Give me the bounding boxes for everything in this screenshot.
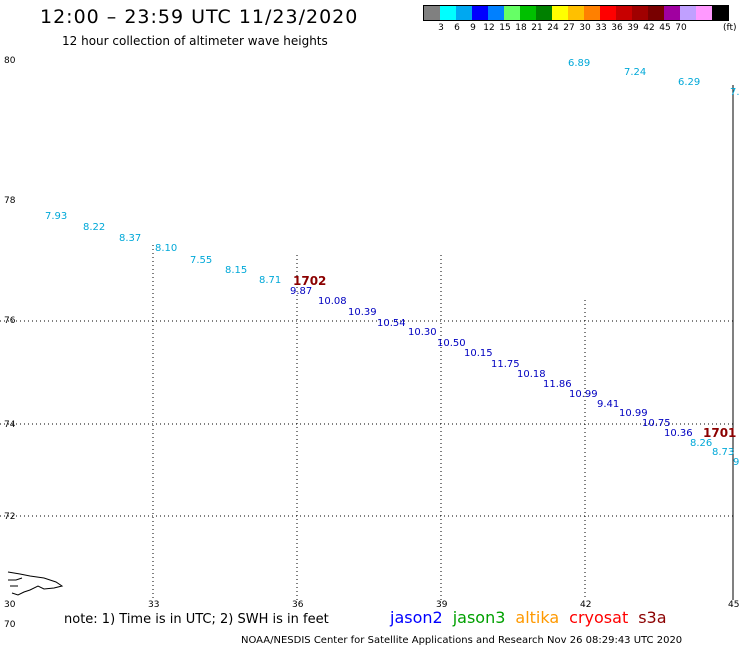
legend-swatch bbox=[584, 6, 600, 20]
wave-height-label: 11.86 bbox=[543, 379, 572, 390]
wave-height-label: 11.75 bbox=[491, 359, 520, 370]
legend-swatch bbox=[696, 6, 712, 20]
satellite-legend-item: s3a bbox=[638, 608, 667, 627]
wave-height-label: 10.36 bbox=[664, 428, 693, 439]
wave-height-label: 10.99 bbox=[619, 408, 648, 419]
legend-label: 9 bbox=[470, 23, 476, 33]
wave-height-color-legend: 3 6 9 12 15 18 21 24 27 30 33 36 39 42 45 70 bbox=[423, 5, 729, 35]
legend-unit: (ft) bbox=[723, 23, 737, 33]
footer-credit: NOAA/NESDIS Center for Satellite Applica… bbox=[241, 635, 683, 646]
legend-label: 36 bbox=[611, 23, 623, 33]
satellite-legend-item: cryosat bbox=[569, 608, 629, 627]
legend-swatch bbox=[600, 6, 616, 20]
wave-height-label: 8.37 bbox=[119, 233, 142, 244]
wave-height-label: 10.39 bbox=[348, 307, 377, 318]
legend-swatch bbox=[648, 6, 664, 20]
wave-height-label: 10.99 bbox=[569, 389, 598, 400]
longitude-label: 45 bbox=[728, 600, 740, 610]
legend-label: 12 bbox=[483, 23, 495, 33]
legend-swatch bbox=[504, 6, 520, 20]
wave-height-label: 8.22 bbox=[83, 222, 106, 233]
legend-label: 3 bbox=[438, 23, 444, 33]
legend-swatch bbox=[424, 6, 440, 20]
legend-label: 27 bbox=[563, 23, 575, 33]
legend-label: 45 bbox=[659, 23, 671, 33]
legend-label: 15 bbox=[499, 23, 511, 33]
legend-swatch bbox=[680, 6, 696, 20]
satellite-legend-item: jason2 bbox=[390, 608, 443, 627]
legend-label: 30 bbox=[579, 23, 591, 33]
note-text: note: 1) Time is in UTC; 2) SWH is in fe… bbox=[64, 612, 329, 627]
track-number-label: 1702 bbox=[293, 274, 327, 288]
legend-swatch bbox=[488, 6, 504, 20]
satellite-legend-item: jason3 bbox=[452, 608, 506, 627]
longitude-label: 39 bbox=[436, 600, 448, 610]
wave-height-label: 6.29 bbox=[678, 77, 701, 88]
wave-height-label: 9.87 bbox=[290, 286, 313, 297]
legend-swatch bbox=[456, 6, 472, 20]
legend-label: 39 bbox=[627, 23, 639, 33]
wave-height-label: 10.75 bbox=[642, 418, 671, 429]
legend-swatch bbox=[552, 6, 568, 20]
legend-swatch bbox=[664, 6, 680, 20]
legend-swatch bbox=[472, 6, 488, 20]
satellite-legend: jason2 jason3 altika cryosat s3a bbox=[390, 608, 677, 627]
legend-label: 21 bbox=[531, 23, 543, 33]
wave-height-label: 7.24 bbox=[624, 67, 647, 78]
legend-label: 18 bbox=[515, 23, 527, 33]
wave-height-label: 10.18 bbox=[517, 369, 546, 380]
satellite-legend-item: altika bbox=[515, 608, 560, 627]
legend-swatch bbox=[440, 6, 456, 20]
wave-height-label: 8.71 bbox=[259, 275, 282, 286]
wave-height-label: 8.26 bbox=[690, 438, 713, 449]
legend-swatch bbox=[536, 6, 552, 20]
legend-label: 6 bbox=[454, 23, 460, 33]
wave-height-label: 10.08 bbox=[318, 296, 347, 307]
wave-height-label: 9 bbox=[733, 457, 740, 468]
wave-height-label: 8.10 bbox=[155, 243, 178, 254]
map-grid bbox=[0, 85, 734, 600]
latitude-label: 72 bbox=[4, 512, 16, 522]
latitude-label: 74 bbox=[4, 420, 16, 430]
latitude-label: 76 bbox=[4, 316, 16, 326]
wave-height-label: 9.41 bbox=[597, 399, 620, 410]
legend-label: 24 bbox=[547, 23, 559, 33]
wave-height-label: 10.30 bbox=[408, 327, 437, 338]
track-number-label: 1701 bbox=[703, 426, 737, 440]
coastline bbox=[7, 571, 64, 596]
wave-height-label: 10.54 bbox=[377, 318, 406, 329]
legend-swatch bbox=[520, 6, 536, 20]
wave-height-label: 10.50 bbox=[437, 338, 466, 349]
map-title: 12:00 – 23:59 UTC 11/23/2020 bbox=[40, 6, 359, 28]
map-subtitle: 12 hour collection of altimeter wave hei… bbox=[62, 34, 328, 48]
legend-label: 70 bbox=[675, 23, 687, 33]
latitude-label: 80 bbox=[4, 56, 16, 66]
latitude-label: 70 bbox=[4, 620, 16, 630]
wave-height-label: 10.15 bbox=[464, 348, 493, 359]
legend-swatch bbox=[632, 6, 648, 20]
longitude-label: 42 bbox=[580, 600, 592, 610]
legend-swatch bbox=[568, 6, 584, 20]
wave-height-label: 6.89 bbox=[568, 58, 591, 69]
legend-swatch bbox=[712, 6, 728, 20]
wave-height-label: 7.93 bbox=[45, 211, 68, 222]
longitude-label: 33 bbox=[148, 600, 160, 610]
legend-labels: 3 6 9 12 15 18 21 24 27 30 33 36 39 42 45 70 bbox=[423, 21, 729, 35]
longitude-label: 30 bbox=[4, 600, 16, 610]
wave-height-label: 8.15 bbox=[225, 265, 248, 276]
legend-label: 42 bbox=[643, 23, 655, 33]
legend-swatch bbox=[616, 6, 632, 20]
legend-label: 33 bbox=[595, 23, 607, 33]
legend-color-bar bbox=[423, 5, 729, 21]
latitude-label: 78 bbox=[4, 196, 16, 206]
wave-height-label: 7. bbox=[730, 87, 740, 98]
wave-height-label: 7.55 bbox=[190, 255, 213, 266]
longitude-label: 36 bbox=[292, 600, 304, 610]
wave-height-label: 8.73 bbox=[712, 447, 735, 458]
